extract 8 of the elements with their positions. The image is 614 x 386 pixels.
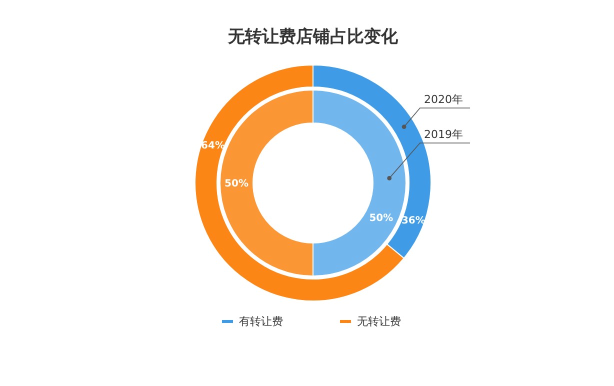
data-label: 50% xyxy=(369,213,394,224)
data-label: 36% xyxy=(401,215,426,226)
legend-label: 无转让费 xyxy=(357,315,401,328)
data-label: 50% xyxy=(224,178,248,190)
slice-label: 2019年 xyxy=(424,128,463,141)
chart-title: 无转让费店铺占比变化 xyxy=(227,27,399,47)
slice-label: 2020年 xyxy=(424,93,463,106)
legend-label: 有转让费 xyxy=(239,315,283,328)
